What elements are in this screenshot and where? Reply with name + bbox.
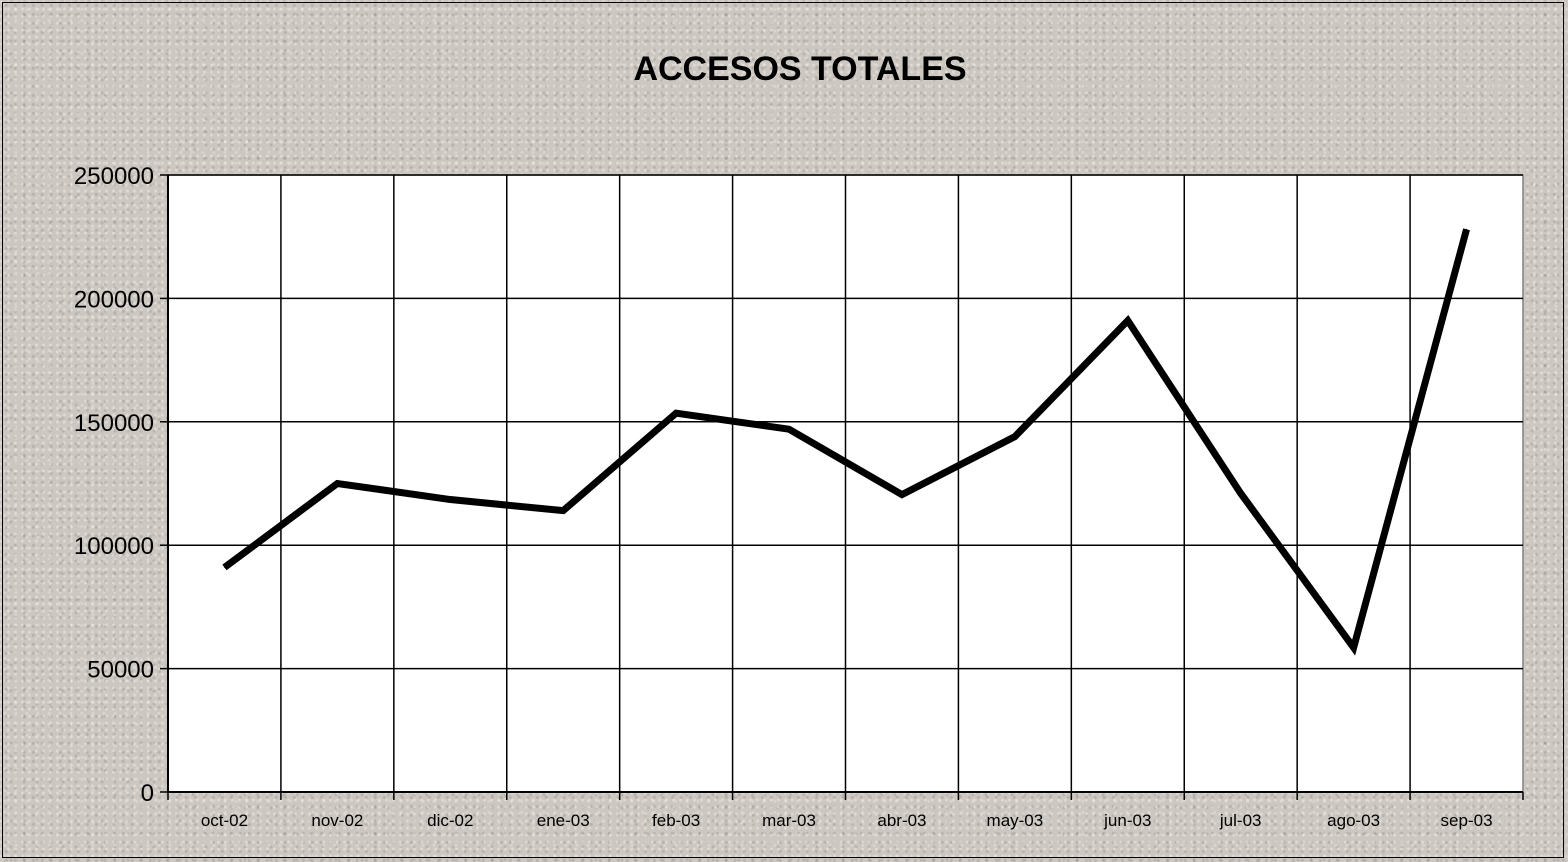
data-point: [788, 428, 790, 430]
y-tick-label: 200000: [74, 286, 154, 313]
y-tick-label: 250000: [74, 163, 154, 190]
x-tick-label: nov-02: [311, 811, 363, 830]
x-tick-label: jun-03: [1103, 811, 1151, 830]
y-tick-label: 100000: [74, 533, 154, 560]
y-tick-label: 150000: [74, 410, 154, 437]
x-tick-label: oct-02: [201, 811, 248, 830]
data-point: [1127, 320, 1129, 322]
chart-title: ACCESOS TOTALES: [633, 50, 966, 88]
series-line: [222, 228, 1470, 656]
y-tick-label: 50000: [87, 657, 154, 684]
data-point: [675, 412, 677, 414]
x-tick-label: feb-03: [652, 811, 700, 830]
x-tick-label: sep-03: [1441, 811, 1493, 830]
y-axis-ticks: 0 50000 100000 150000 200000 250000: [74, 163, 169, 807]
y-tick-label: 0: [141, 780, 154, 807]
data-point: [1466, 228, 1468, 230]
data-point: [562, 510, 564, 512]
series-layer: [222, 228, 1470, 656]
vertical-gridlines: [280, 175, 1411, 792]
x-tick-label: may-03: [987, 811, 1044, 830]
x-tick-label: mar-03: [762, 811, 816, 830]
data-point: [901, 494, 903, 496]
data-point: [449, 499, 451, 501]
x-tick-label: jul-03: [1219, 811, 1262, 830]
x-tick-label: abr-03: [877, 811, 926, 830]
x-tick-label: ene-03: [537, 811, 590, 830]
data-point: [336, 483, 338, 484]
x-axis-ticks: oct-02 nov-02 dic-02 ene-03 feb-03 mar-03 abr-…: [167, 791, 1524, 830]
data-point: [1014, 436, 1016, 438]
data-point: [1240, 492, 1242, 494]
x-tick-label: dic-02: [427, 811, 473, 830]
x-tick-label: ago-03: [1327, 811, 1380, 830]
data-point: [223, 566, 225, 568]
data-point: [1353, 647, 1355, 649]
